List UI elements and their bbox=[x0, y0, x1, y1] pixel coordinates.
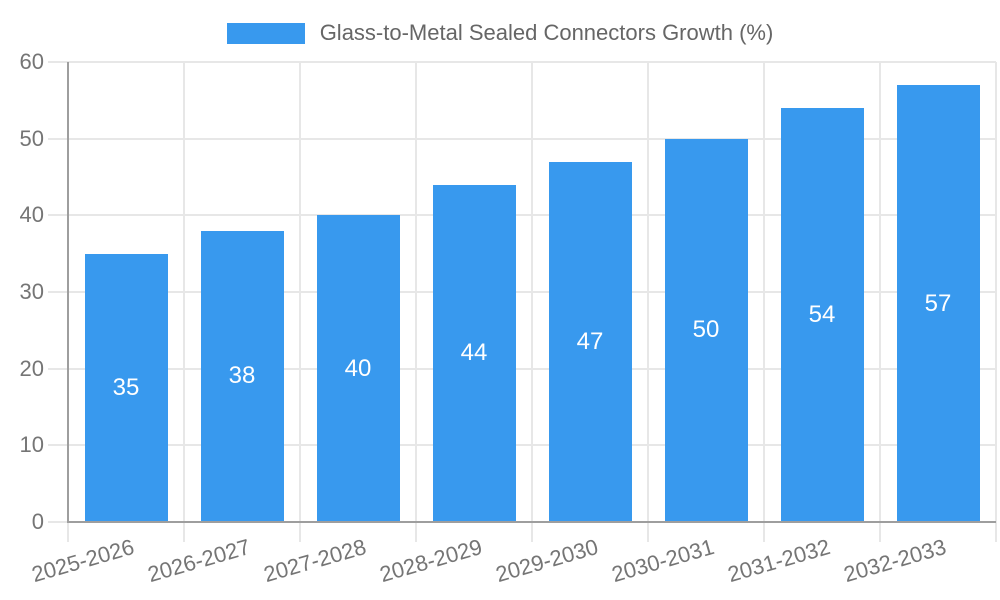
legend-swatch[interactable] bbox=[226, 22, 305, 44]
y-axis-line bbox=[67, 62, 69, 522]
x-tick-label: 2026-2027 bbox=[144, 534, 253, 588]
bar[interactable]: 35 bbox=[84, 253, 168, 522]
bar-value-label: 38 bbox=[228, 362, 256, 390]
y-gridline bbox=[48, 444, 996, 447]
bar-value-label: 35 bbox=[112, 373, 140, 401]
y-tick-label: 40 bbox=[19, 202, 44, 228]
legend-label[interactable]: Glass-to-Metal Sealed Connectors Growth … bbox=[319, 20, 774, 45]
bar-value-label: 44 bbox=[460, 339, 488, 367]
y-tick-label: 60 bbox=[19, 49, 44, 74]
x-gridline bbox=[995, 62, 997, 542]
y-tick-label: 20 bbox=[19, 355, 44, 381]
x-gridline bbox=[763, 62, 765, 542]
x-tick-label: 2027-2028 bbox=[260, 534, 369, 588]
bar-value-label: 57 bbox=[924, 289, 952, 317]
bar[interactable]: 40 bbox=[316, 215, 400, 522]
y-gridline bbox=[48, 214, 996, 217]
bar-value-label: 47 bbox=[576, 327, 604, 355]
y-gridline bbox=[48, 61, 996, 63]
bar[interactable]: 44 bbox=[432, 184, 516, 522]
x-axis-line bbox=[67, 521, 996, 523]
y-gridline bbox=[48, 367, 996, 370]
y-gridline bbox=[48, 291, 996, 293]
x-gridline bbox=[879, 62, 881, 542]
x-gridline bbox=[647, 62, 649, 542]
x-tick-label: 2025-2026 bbox=[28, 534, 137, 588]
x-tick-label: 2032-2033 bbox=[840, 534, 949, 588]
x-gridline bbox=[415, 62, 417, 542]
bar[interactable]: 54 bbox=[780, 108, 864, 522]
x-tick-label: 2030-2031 bbox=[608, 534, 717, 588]
y-tick-label: 50 bbox=[19, 125, 44, 151]
bar-value-label: 40 bbox=[344, 354, 372, 382]
y-tick-label: 30 bbox=[19, 279, 44, 304]
bar[interactable]: 47 bbox=[548, 161, 632, 522]
x-tick-label: 2028-2029 bbox=[376, 534, 485, 588]
bar[interactable]: 57 bbox=[896, 85, 980, 522]
bar[interactable]: 38 bbox=[200, 230, 284, 522]
x-gridline bbox=[299, 62, 301, 542]
y-axis-tick bbox=[48, 521, 68, 523]
x-tick-label: 2029-2030 bbox=[492, 534, 601, 588]
legend: Glass-to-Metal Sealed Connectors Growth … bbox=[0, 20, 1000, 46]
y-gridline bbox=[48, 137, 996, 140]
x-gridline bbox=[531, 62, 533, 542]
y-tick-label: 10 bbox=[19, 432, 44, 458]
x-axis-tick bbox=[67, 522, 69, 542]
x-tick-label: 2031-2032 bbox=[724, 534, 833, 588]
bar[interactable]: 50 bbox=[664, 138, 748, 522]
x-gridline bbox=[183, 62, 185, 542]
bar-value-label: 54 bbox=[808, 301, 836, 328]
y-tick-label: 0 bbox=[31, 509, 44, 534]
bar-value-label: 50 bbox=[692, 316, 720, 344]
